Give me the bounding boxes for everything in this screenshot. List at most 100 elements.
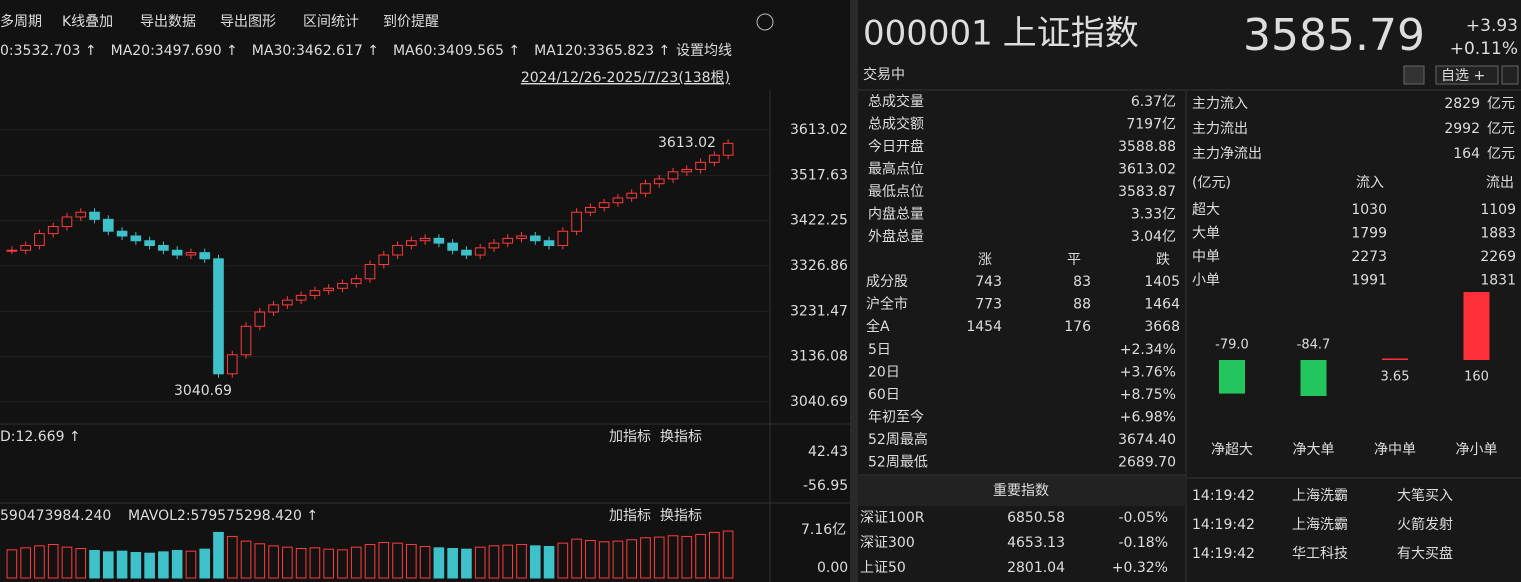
breadth-header: 平 (1067, 252, 1081, 268)
flow-label: 主力净流出 (1192, 146, 1262, 162)
volume-bar (488, 545, 500, 579)
volume-bar (295, 548, 307, 579)
volume-bar (667, 535, 679, 579)
toolbar-item[interactable]: 到价提醒 (383, 14, 439, 30)
volume-bar (626, 539, 638, 579)
stat-label: 今日开盘 (868, 138, 924, 155)
candle (185, 252, 197, 256)
bell-button[interactable] (1403, 65, 1425, 85)
toolbar-item[interactable]: 区间统计 (303, 14, 359, 30)
index-title: 重要指数 (993, 483, 1049, 499)
toolbar-item[interactable]: K线叠加 (62, 14, 113, 30)
volume-bar (502, 544, 514, 579)
volume-bar (309, 547, 321, 579)
alert-stock[interactable]: 上海洗霸 (1292, 517, 1348, 533)
add-indicator[interactable]: 加指标 (609, 429, 651, 445)
alert-event: 大笔买入 (1397, 488, 1453, 504)
stat-label: 最高点位 (868, 161, 924, 178)
volume-bar (419, 545, 431, 579)
index-name[interactable]: 深证100R (860, 510, 925, 526)
toolbar-item[interactable]: 多周期 (0, 13, 42, 30)
alert-time: 14:19:42 (1192, 546, 1255, 562)
name: 上证指数 (1003, 14, 1139, 54)
bar-label: -84.7 (1297, 338, 1331, 353)
volume-bar (543, 545, 555, 579)
period-label: 5日 (868, 342, 891, 358)
breadth-cell: 1405 (1144, 274, 1180, 290)
alert-event: 火箭发射 (1397, 516, 1453, 533)
volume-bar (323, 548, 334, 579)
stat-value: 7197亿 (1126, 117, 1176, 133)
breadth-cell: 3668 (1144, 319, 1180, 335)
candle (102, 218, 114, 232)
candle (350, 278, 362, 285)
collapse-icon[interactable] (756, 13, 774, 31)
flow-row-label: 超大 (1192, 202, 1220, 218)
y-tick-label: 3422.25 (790, 213, 848, 229)
macd-label: D:12.669 ↑ (0, 429, 81, 445)
code: 000001 (863, 14, 993, 54)
toolbar-item[interactable]: 导出图形 (220, 14, 276, 30)
volume-bar (47, 543, 59, 579)
flow-label: 主力流出 (1192, 121, 1248, 137)
watch-label[interactable]: 自选 + (1441, 68, 1485, 84)
y-tick-label: 3231.47 (790, 303, 848, 319)
candle (419, 237, 431, 242)
volume-bar (6, 549, 18, 579)
volume-bar (681, 535, 693, 579)
candle (585, 206, 596, 213)
bar-label: -79.0 (1215, 338, 1249, 353)
bar-label: 3.65 (1381, 370, 1410, 385)
stat-label: 内盘总量 (868, 206, 924, 223)
stat-value: 3583.87 (1118, 184, 1176, 200)
x-tick-label: 净中单 (1374, 442, 1416, 458)
ma-settings[interactable]: 设置均线 (676, 43, 732, 59)
y-tick-label: 42.43 (808, 444, 848, 460)
switch-indicator[interactable]: 换指标 (660, 507, 702, 524)
candle (640, 183, 651, 194)
alert-stock[interactable]: 华工科技 (1292, 546, 1348, 562)
flow-in: 2273 (1351, 249, 1387, 265)
volume-bar (75, 548, 87, 579)
candle (461, 249, 472, 256)
ma-legend: MA20:3497.690 ↑ (111, 43, 238, 59)
period-label: 52周最高 (868, 431, 928, 448)
candle (722, 142, 734, 156)
candle (667, 171, 679, 180)
breadth-cell: 743 (975, 274, 1002, 290)
breadth-cell: 沪全市 (866, 296, 908, 313)
volume-bar (640, 537, 651, 579)
flow-value: 2829 (1444, 96, 1480, 112)
candle (144, 240, 155, 246)
add-indicator[interactable]: 加指标 (609, 508, 651, 524)
dropdown-button[interactable] (1501, 65, 1519, 85)
switch-indicator[interactable]: 换指标 (660, 428, 702, 445)
price: 3585.79 (1243, 10, 1425, 61)
index-name[interactable]: 上证50 (860, 560, 906, 576)
volume-bar (378, 541, 390, 579)
low-label: 3040.69 (174, 383, 232, 399)
volume-bar (213, 531, 224, 579)
volume-bar (557, 542, 569, 579)
y-tick-label: 3613.02 (790, 122, 848, 138)
toolbar-item[interactable]: 导出数据 (140, 14, 196, 30)
ma-legend: 0:3532.703 ↑ (0, 43, 97, 59)
volume-bar (474, 546, 486, 579)
candle (268, 304, 279, 313)
candle (61, 216, 73, 227)
candle (323, 287, 334, 292)
watch-button[interactable] (1435, 65, 1499, 85)
alert-time: 14:19:42 (1192, 517, 1255, 533)
candle (199, 252, 211, 260)
index-name[interactable]: 深证300 (860, 535, 915, 551)
alert-stock[interactable]: 上海洗霸 (1292, 488, 1348, 504)
stat-value: 3.33亿 (1131, 207, 1176, 223)
index-value: 6850.58 (1007, 510, 1065, 526)
x-tick-label: 净超大 (1211, 442, 1253, 458)
flow-out: 2269 (1480, 249, 1516, 265)
volume-bar (199, 548, 211, 579)
candle (598, 202, 610, 208)
index-value: 2801.04 (1007, 560, 1065, 576)
stat-label: 外盘总量 (868, 228, 924, 245)
flow-header: 流出 (1486, 175, 1514, 191)
